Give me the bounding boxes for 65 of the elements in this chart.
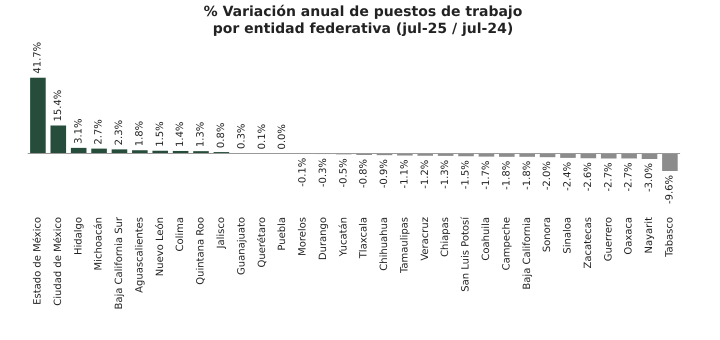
x-tick-label: Estado de México (32, 217, 44, 305)
data-label: 1.3% (196, 122, 207, 148)
x-tick-label: Ciudad de México (52, 217, 64, 306)
x-tick-label: Sinaloa (562, 217, 574, 254)
data-label: -1.2% (420, 160, 431, 189)
data-label: -2.6% (582, 162, 594, 192)
x-tick-label: Colima (175, 217, 186, 252)
x-tick-label: Guerrero (603, 217, 614, 262)
x-tick-label: Yucatán (338, 217, 350, 258)
data-label: -2.7% (624, 162, 635, 192)
x-tick-label: Zacatecas (582, 217, 594, 269)
data-label: -1.8% (522, 160, 533, 190)
data-label: -2.4% (562, 162, 574, 191)
x-tick-label: Baja California (522, 217, 533, 290)
data-label: -2.0% (542, 161, 554, 190)
data-label: -3.0% (644, 162, 656, 192)
x-tick-label: Oaxaca (624, 217, 635, 255)
data-label: -0.9% (379, 159, 390, 188)
x-tick-label: Campeche (501, 217, 512, 270)
x-tick-label: Baja California Sur (114, 216, 126, 310)
data-label: 0.1% (256, 124, 268, 150)
x-tick-label: Nayarit (644, 216, 656, 254)
data-label: -0.5% (338, 158, 350, 188)
data-label: -1.3% (440, 160, 452, 189)
data-label: 41.7% (32, 42, 44, 74)
data-label: -0.8% (358, 158, 370, 188)
x-tick-label: Sonora (542, 217, 554, 252)
x-tick-label: Chiapas (440, 217, 452, 257)
x-tick-label: Nuevo León (154, 217, 166, 276)
x-tick-label: Michoacán (94, 217, 105, 270)
data-label: -0.3% (318, 158, 329, 188)
data-label: 3.1% (73, 118, 84, 144)
x-tick-label: Aguascalientes (134, 217, 146, 293)
data-label: -0.1% (298, 158, 309, 187)
x-tick-label: Jalisco (216, 217, 227, 250)
data-label: -2.7% (603, 162, 614, 192)
x-tick-label: Guanajuato (236, 217, 248, 275)
data-label: 1.4% (175, 122, 186, 147)
x-tick-label: Chihuahua (379, 217, 390, 271)
x-tick-label: Tamaulipas (399, 217, 410, 274)
x-tick-label: Coahuila (481, 217, 492, 261)
data-label: 15.4% (52, 90, 64, 122)
data-label: 2.7% (94, 119, 105, 145)
data-label: 0.3% (236, 124, 248, 149)
data-label: 1.8% (134, 120, 146, 146)
data-label: -1.1% (399, 160, 410, 189)
data-label: 0.0% (277, 124, 288, 150)
x-tick-label: Quintana Roo (196, 217, 207, 285)
x-tick-label: Querétaro (256, 217, 268, 268)
data-label: 0.8% (216, 122, 227, 148)
chart-title: % Variación anual de puestos de trabajo por entidad federativa (jul-25 / jul-24) (204, 4, 523, 37)
data-label: -9.6% (664, 175, 676, 204)
data-label: 1.5% (154, 121, 166, 147)
data-label: 2.3% (114, 120, 126, 146)
x-tick-label: Tlaxcala (358, 217, 370, 260)
x-tick-label: Hidalgo (73, 217, 84, 256)
data-label: -1.5% (460, 160, 472, 190)
x-tick-label: Veracruz (420, 217, 431, 261)
x-tick-label: Morelos (298, 217, 309, 256)
x-tick-label: Durango (318, 217, 329, 260)
x-tick-label: Tabasco (664, 217, 676, 258)
x-tick-label: Puebla (277, 217, 288, 251)
data-label: -1.8% (501, 160, 512, 190)
x-tick-label: San Luis Potosí (460, 216, 472, 292)
data-label: -1.7% (481, 160, 492, 190)
